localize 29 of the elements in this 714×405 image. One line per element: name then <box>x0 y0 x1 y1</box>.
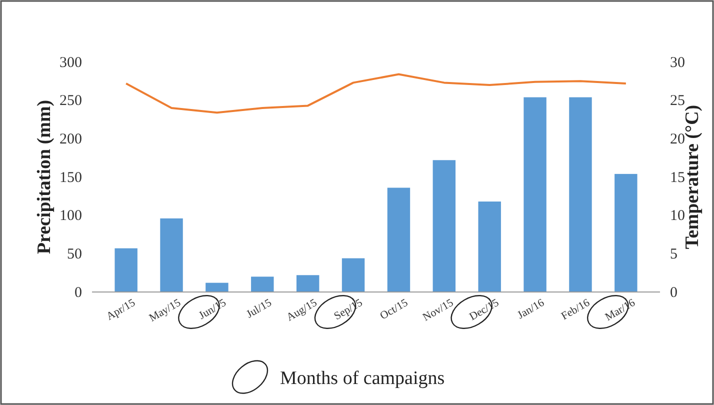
bar <box>569 97 592 292</box>
y-tick-label: 100 <box>60 208 82 224</box>
y-tick-label: 0 <box>74 284 82 301</box>
bar <box>524 97 546 292</box>
y2-tick-label: 10 <box>670 208 685 224</box>
bar <box>251 276 274 292</box>
y-tick-label: 300 <box>60 54 82 71</box>
bar <box>206 282 228 292</box>
bar <box>432 160 456 292</box>
bar <box>387 188 410 292</box>
bar <box>478 202 501 292</box>
y-axis-title: Precipitation (mm) <box>34 100 55 254</box>
y-tick-label: 200 <box>60 131 82 148</box>
y-tick-label: 150 <box>60 170 82 186</box>
bar <box>160 218 183 292</box>
bar <box>296 275 320 292</box>
y2-tick-label: 5 <box>670 246 678 262</box>
text: Months of campaigns <box>280 368 445 389</box>
y2-tick-label: 15 <box>670 170 685 186</box>
bar <box>614 174 638 292</box>
y2-tick-label: 25 <box>670 93 685 110</box>
y-tick-label: 50 <box>67 246 82 262</box>
line-series <box>125 73 627 114</box>
bar <box>114 248 138 292</box>
y-tick-label: 250 <box>60 93 82 110</box>
y2-tick-label: 0 <box>670 284 678 301</box>
y2-tick-label: 20 <box>670 131 685 148</box>
bar <box>342 258 365 292</box>
y2-tick-label: 30 <box>670 54 685 71</box>
